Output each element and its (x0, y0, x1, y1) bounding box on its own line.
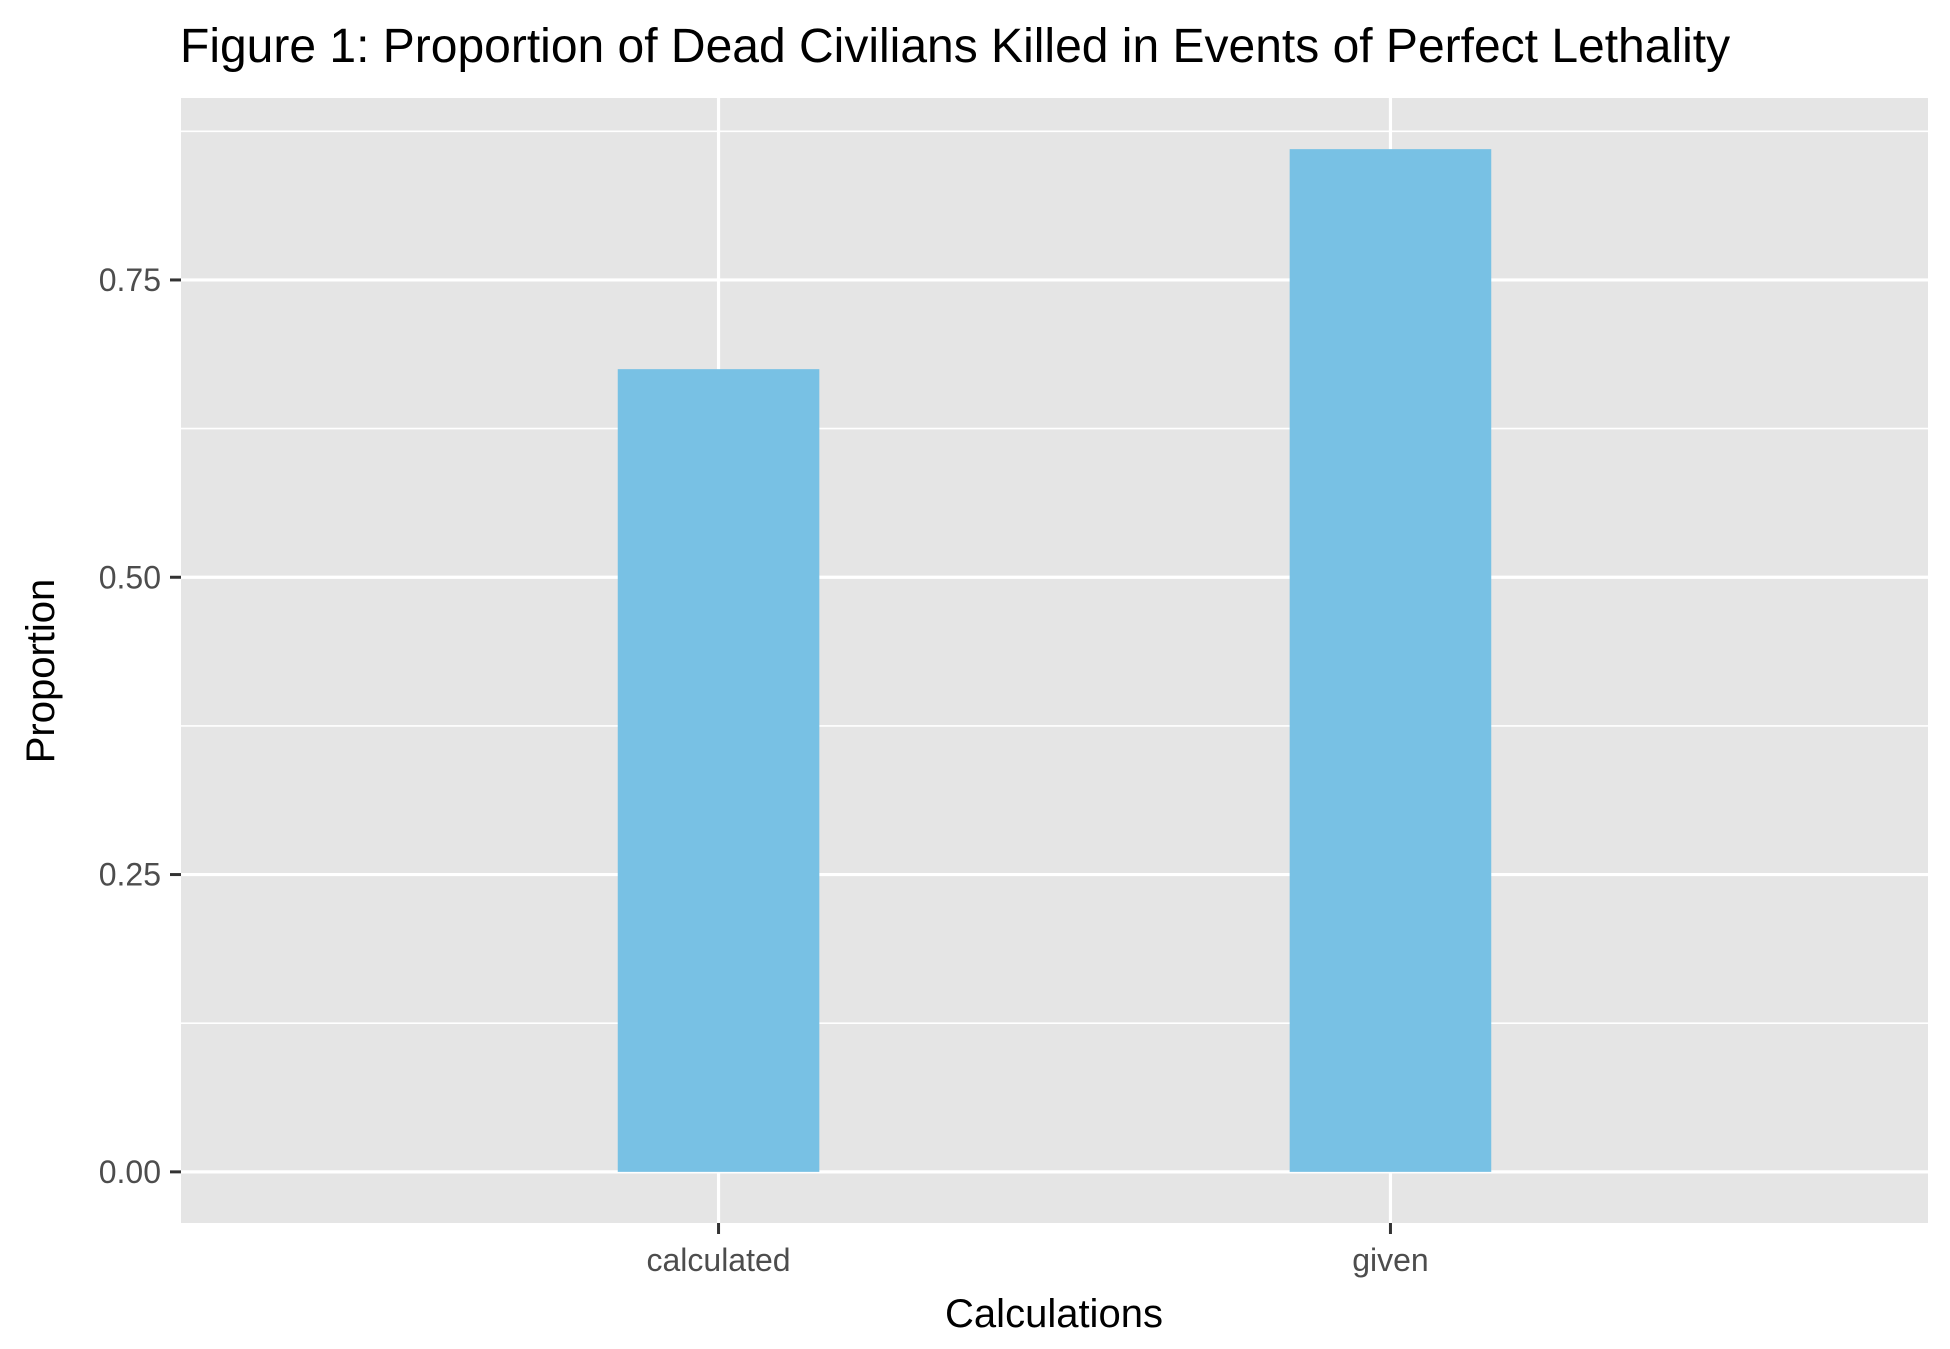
y-tick-label: 0.00 (99, 1154, 161, 1190)
y-tick-label: 0.50 (99, 559, 161, 595)
x-tick-label: calculated (646, 1242, 790, 1278)
x-tick-label: given (1352, 1242, 1429, 1278)
bar-given (1289, 149, 1492, 1172)
minor-gridlines (181, 130, 1928, 1025)
bars (617, 149, 1492, 1172)
y-tick-label: 0.25 (99, 857, 161, 893)
y-axis: 0.00 0.25 0.50 0.75 (99, 262, 181, 1190)
x-axis-title: Calculations (945, 1292, 1163, 1336)
chart-title: Figure 1: Proportion of Dead Civilians K… (180, 20, 1730, 73)
plot-panel (181, 98, 1928, 1223)
y-tick-label: 0.75 (99, 262, 161, 298)
x-axis: calculated given (646, 1223, 1429, 1278)
y-axis-title: Proportion (19, 579, 63, 764)
bar-calculated (617, 369, 820, 1172)
